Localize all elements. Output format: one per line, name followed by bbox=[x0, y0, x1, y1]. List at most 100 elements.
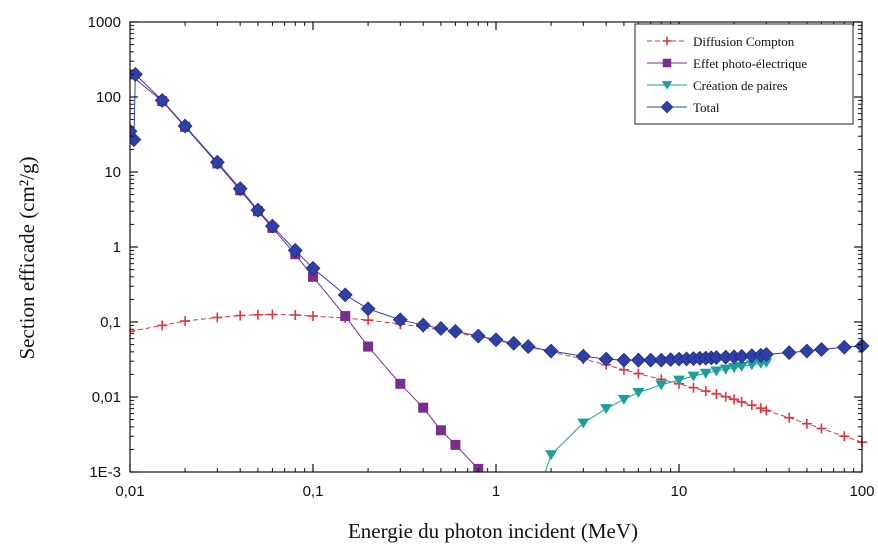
data-point bbox=[745, 360, 758, 371]
legend-item: Total bbox=[647, 100, 720, 115]
x-tick-label: 1 bbox=[492, 483, 500, 500]
data-point bbox=[180, 316, 191, 327]
legend-label: Diffusion Compton bbox=[693, 34, 795, 49]
data-point bbox=[506, 335, 522, 351]
data-point bbox=[801, 418, 812, 429]
data-point bbox=[729, 394, 740, 405]
data-point bbox=[252, 309, 263, 320]
data-point bbox=[711, 388, 722, 399]
data-point bbox=[687, 371, 700, 382]
data-point bbox=[720, 391, 731, 402]
data-point bbox=[761, 405, 772, 416]
legend: Diffusion Compton Effet photo-électrique C… bbox=[634, 23, 854, 125]
y-tick-label: 10 bbox=[104, 164, 121, 181]
data-point bbox=[746, 400, 757, 411]
series-2 bbox=[544, 358, 773, 472]
x-tick-label: 10 bbox=[671, 483, 688, 500]
x-tick-label: 0,01 bbox=[115, 483, 144, 500]
legend-marker bbox=[660, 100, 674, 114]
data-point bbox=[632, 387, 645, 398]
legend-marker bbox=[662, 36, 672, 46]
data-point bbox=[130, 326, 135, 337]
data-point bbox=[813, 342, 829, 357]
x-axis-title: Energie du photon incident (MeV) bbox=[348, 519, 638, 543]
data-point bbox=[473, 463, 484, 472]
data-point bbox=[655, 380, 668, 391]
data-point bbox=[308, 311, 318, 322]
data-point bbox=[816, 423, 827, 434]
data-point bbox=[232, 181, 248, 197]
data-point bbox=[450, 439, 461, 450]
data-point bbox=[488, 332, 504, 348]
data-point bbox=[728, 363, 741, 374]
data-point bbox=[617, 394, 630, 405]
data-point bbox=[736, 396, 747, 407]
data-point bbox=[784, 412, 795, 423]
data-point bbox=[577, 418, 590, 429]
data-point bbox=[308, 271, 318, 282]
data-point bbox=[287, 243, 303, 258]
data-point bbox=[264, 218, 280, 234]
series-layer bbox=[130, 66, 870, 472]
data-point bbox=[543, 343, 559, 359]
legend-marker bbox=[662, 58, 672, 68]
data-point bbox=[758, 346, 774, 362]
data-point bbox=[418, 402, 429, 413]
data-point bbox=[836, 339, 852, 355]
data-point bbox=[735, 362, 748, 372]
legend-item: Création de paires bbox=[647, 78, 788, 93]
data-point bbox=[433, 321, 449, 336]
data-point bbox=[415, 317, 431, 333]
x-tick-label: 100 bbox=[849, 483, 874, 500]
y-tick-label: 1000 bbox=[88, 14, 121, 31]
data-point bbox=[755, 403, 766, 414]
data-point bbox=[719, 364, 732, 375]
data-point bbox=[470, 328, 486, 344]
y-tick-label: 100 bbox=[96, 89, 121, 106]
legend-item: Diffusion Compton bbox=[647, 34, 795, 49]
series-3 bbox=[130, 66, 870, 368]
data-point bbox=[212, 312, 223, 323]
data-point bbox=[392, 312, 408, 328]
data-point bbox=[700, 386, 711, 397]
y-tick-label: 1 bbox=[113, 239, 121, 256]
data-point bbox=[130, 132, 142, 148]
legend-marker bbox=[661, 81, 673, 90]
data-point bbox=[630, 352, 646, 368]
data-point bbox=[616, 352, 632, 368]
data-point bbox=[520, 339, 536, 355]
legend-label: Effet photo-électrique bbox=[693, 56, 807, 71]
data-point bbox=[781, 345, 797, 361]
data-point bbox=[447, 323, 463, 339]
data-point bbox=[598, 351, 614, 367]
data-point bbox=[710, 366, 723, 377]
data-point bbox=[209, 154, 225, 170]
data-point bbox=[799, 343, 815, 359]
data-point bbox=[177, 118, 193, 134]
series-line-2 bbox=[544, 362, 767, 472]
data-point bbox=[760, 358, 773, 369]
data-point bbox=[340, 311, 351, 322]
data-point bbox=[435, 425, 446, 436]
data-point bbox=[363, 315, 374, 326]
y-axis-title: Section efficade (cm²/g) bbox=[15, 157, 39, 360]
data-point bbox=[688, 382, 699, 393]
data-point bbox=[337, 287, 353, 303]
data-point bbox=[250, 202, 266, 218]
data-point bbox=[267, 309, 278, 320]
legend-label: Création de paires bbox=[693, 78, 788, 93]
data-point bbox=[643, 352, 659, 368]
data-point bbox=[839, 431, 850, 442]
series-0 bbox=[130, 309, 867, 448]
data-point bbox=[363, 341, 374, 352]
data-point bbox=[130, 66, 143, 82]
data-point bbox=[154, 93, 170, 108]
data-point bbox=[157, 320, 168, 331]
data-point bbox=[235, 310, 246, 321]
y-tick-label: 1E-3 bbox=[89, 464, 121, 481]
data-point bbox=[600, 404, 613, 415]
axes-layer: 0,01 0,1 1 10 100 1E-3 0,01 0,1 1 10 100 1000 bbox=[88, 14, 875, 500]
data-point bbox=[360, 301, 376, 317]
series-1 bbox=[130, 69, 484, 472]
